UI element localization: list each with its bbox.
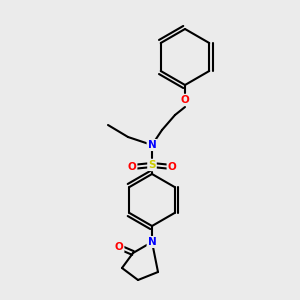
Text: N: N (148, 237, 156, 247)
Text: O: O (168, 162, 176, 172)
Text: N: N (148, 140, 156, 150)
Text: O: O (181, 95, 189, 105)
Text: O: O (115, 242, 123, 252)
Text: S: S (148, 160, 156, 170)
Text: O: O (128, 162, 136, 172)
